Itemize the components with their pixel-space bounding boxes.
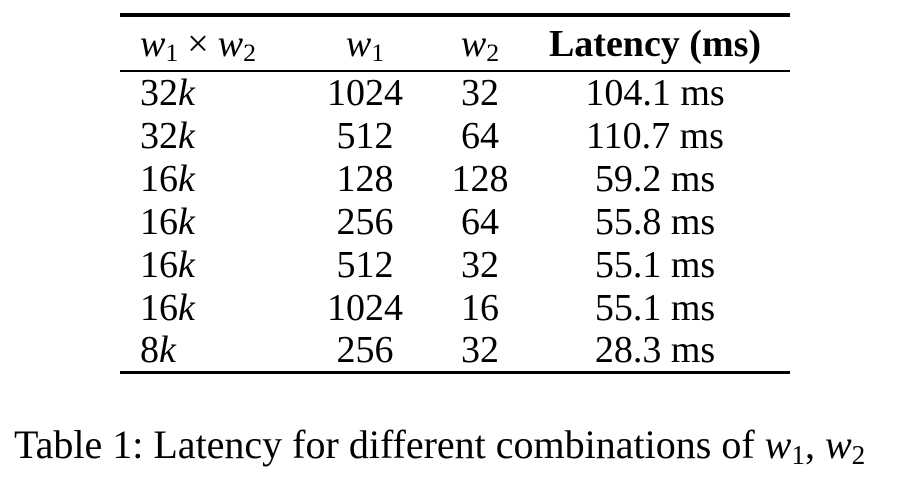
multiply-symbol: × [187, 22, 209, 65]
combo-unit-k: k [178, 200, 195, 243]
table-row: 16k 128 128 59.2 ms [120, 157, 790, 200]
caption-text: Table 1: Latency for different combinati… [14, 422, 765, 467]
math-var-w2: w [824, 422, 852, 467]
combo-unit-k: k [178, 243, 195, 286]
combo-number: 16 [140, 157, 178, 200]
cell-w2: 64 [461, 200, 499, 243]
math-sub-2: 2 [851, 439, 866, 470]
cell-w2: 32 [461, 243, 499, 286]
cell-w2: 64 [461, 114, 499, 157]
cell-w1: 1024 [327, 72, 403, 114]
math-sub-1: 1 [791, 439, 805, 470]
combo-unit-k: k [159, 328, 176, 371]
cell-w2: 128 [451, 157, 509, 200]
cell-latency: 55.1 ms [594, 286, 716, 329]
cell-latency: 110.7 ms [586, 114, 724, 157]
combo-unit-k: k [178, 72, 195, 114]
header-cell-w1: w1 [290, 15, 440, 71]
combo-number: 32 [140, 114, 178, 157]
cell-w1: 512 [336, 243, 394, 286]
table-row: 32k 512 64 110.7 ms [120, 114, 790, 157]
table-row: 16k 512 32 55.1 ms [120, 243, 790, 286]
table-caption: Table 1: Latency for different combinati… [14, 422, 866, 470]
cell-combo: 32k [120, 114, 290, 157]
combo-unit-k: k [178, 286, 195, 329]
table-row: 32k 1024 32 104.1 ms [120, 71, 790, 114]
cell-latency: 55.1 ms [594, 243, 716, 286]
combo-number: 8 [140, 328, 159, 371]
table-header-row: w1 × w2 w1 w2 Latency (ms) [120, 15, 790, 71]
cell-latency: 104.1 ms [585, 72, 725, 114]
cell-w2: 16 [461, 286, 499, 329]
combo-number: 16 [140, 243, 178, 286]
table-row: 16k 256 64 55.8 ms [120, 200, 790, 243]
header-cell-w1xw2: w1 × w2 [120, 15, 290, 71]
caption-separator: , [804, 422, 825, 467]
combo-unit-k: k [178, 114, 195, 157]
table-row: 8k 256 32 28.3 ms [120, 329, 790, 372]
cell-w1: 256 [336, 200, 394, 243]
cell-combo: 32k [120, 71, 290, 114]
combo-number: 16 [140, 200, 178, 243]
cell-latency: 59.2 ms [594, 157, 716, 200]
cell-combo: 16k [120, 243, 290, 286]
cell-combo: 16k [120, 157, 290, 200]
cell-w2: 32 [461, 72, 499, 114]
math-var-w: w [460, 22, 487, 65]
header-cell-w2: w2 [440, 15, 520, 71]
latency-table: w1 × w2 w1 w2 Latency (ms) 32k 1024 32 104… [120, 13, 790, 374]
math-sub-2: 2 [486, 38, 500, 68]
math-var-w1: w [140, 22, 166, 65]
table-row: 16k 1024 16 55.1 ms [120, 286, 790, 329]
cell-combo: 8k [120, 329, 290, 372]
cell-w1: 512 [336, 114, 394, 157]
math-var-w2: w [217, 22, 244, 65]
math-sub-1: 1 [165, 38, 179, 68]
math-sub-2: 2 [243, 38, 256, 68]
math-var-w: w [345, 22, 372, 65]
cell-latency: 55.8 ms [594, 200, 716, 243]
math-sub-1: 1 [371, 38, 385, 68]
cell-w2: 32 [461, 328, 499, 371]
cell-w1: 256 [336, 328, 394, 371]
cell-w1: 128 [336, 157, 394, 200]
combo-unit-k: k [178, 157, 195, 200]
math-var-w1: w [764, 422, 792, 467]
header-cell-latency: Latency (ms) [548, 22, 762, 65]
cell-combo: 16k [120, 286, 290, 329]
cell-latency: 28.3 ms [594, 328, 716, 371]
combo-number: 32 [140, 72, 178, 114]
cell-w1: 1024 [327, 286, 403, 329]
cell-combo: 16k [120, 200, 290, 243]
combo-number: 16 [140, 286, 178, 329]
